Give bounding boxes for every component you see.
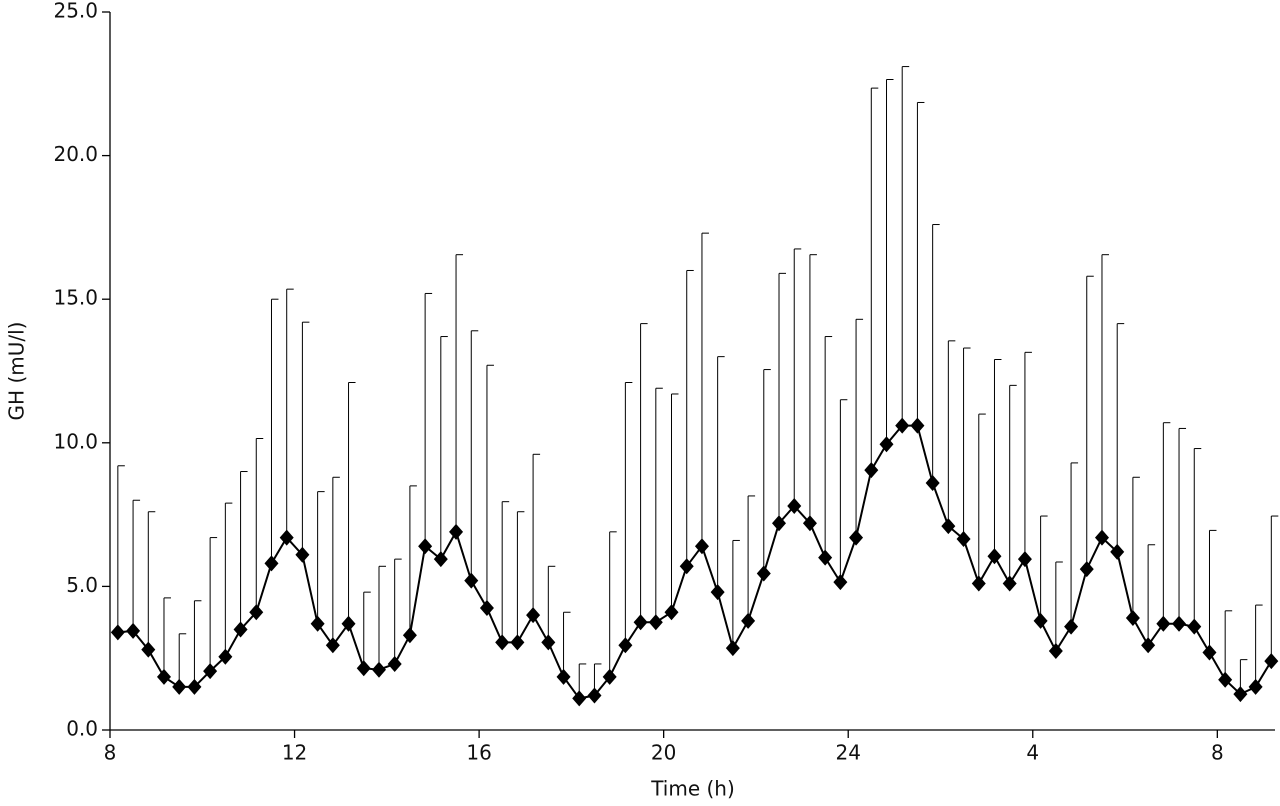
data-point bbox=[1064, 618, 1079, 635]
y-tick-label: 20.0 bbox=[53, 142, 98, 166]
data-point bbox=[679, 558, 694, 575]
data-point bbox=[464, 572, 479, 589]
data-point bbox=[587, 687, 602, 704]
x-tick-label: 12 bbox=[282, 741, 307, 765]
x-tick-label: 24 bbox=[835, 741, 860, 765]
data-point bbox=[371, 661, 386, 678]
data-point bbox=[910, 417, 925, 434]
data-point bbox=[895, 417, 910, 434]
x-tick-label: 8 bbox=[1211, 741, 1224, 765]
y-tick-label: 5.0 bbox=[66, 573, 98, 597]
data-point bbox=[787, 497, 802, 514]
data-point bbox=[756, 565, 771, 582]
data-point bbox=[126, 622, 141, 639]
data-point bbox=[1048, 643, 1063, 660]
data-point bbox=[864, 462, 879, 479]
y-tick-label: 15.0 bbox=[53, 286, 98, 310]
data-point bbox=[1110, 543, 1125, 560]
data-point bbox=[203, 663, 218, 680]
data-point bbox=[1002, 575, 1017, 592]
data-point bbox=[1172, 615, 1187, 632]
data-point bbox=[418, 538, 433, 555]
x-tick-label: 20 bbox=[651, 741, 676, 765]
x-axis-label: Time (h) bbox=[650, 777, 735, 801]
data-point bbox=[941, 518, 956, 535]
data-point bbox=[526, 607, 541, 624]
data-point bbox=[156, 668, 171, 685]
data-point bbox=[233, 621, 248, 638]
data-point bbox=[556, 668, 571, 685]
data-point bbox=[1079, 561, 1094, 578]
data-point bbox=[694, 538, 709, 555]
data-point bbox=[1233, 686, 1248, 703]
data-point bbox=[572, 690, 587, 707]
data-point bbox=[633, 614, 648, 631]
data-point bbox=[141, 641, 156, 658]
data-point bbox=[1248, 678, 1263, 695]
data-point bbox=[1125, 609, 1140, 626]
data-point bbox=[971, 575, 986, 592]
data-point bbox=[1033, 612, 1048, 629]
data-point bbox=[249, 604, 264, 621]
data-point bbox=[1141, 637, 1156, 654]
data-point bbox=[110, 624, 125, 641]
data-point bbox=[833, 574, 848, 591]
y-axis-label: GH (mU/l) bbox=[5, 322, 29, 421]
data-point bbox=[1156, 615, 1171, 632]
data-point bbox=[710, 584, 725, 601]
data-point bbox=[1218, 671, 1233, 688]
x-tick-label: 8 bbox=[104, 741, 117, 765]
data-point bbox=[664, 604, 679, 621]
data-line bbox=[117, 424, 1273, 700]
data-point bbox=[449, 523, 464, 540]
data-point bbox=[849, 529, 864, 546]
data-point bbox=[310, 615, 325, 632]
data-point bbox=[741, 612, 756, 629]
y-tick-label: 0.0 bbox=[66, 717, 98, 741]
data-point bbox=[387, 655, 402, 672]
data-point bbox=[1187, 618, 1202, 635]
data-point bbox=[1202, 644, 1217, 661]
data-point bbox=[510, 634, 525, 651]
data-point bbox=[433, 551, 448, 568]
y-tick-label: 25.0 bbox=[53, 0, 98, 23]
data-point bbox=[879, 436, 894, 453]
data-point bbox=[356, 660, 371, 677]
data-point bbox=[541, 634, 556, 651]
data-point bbox=[987, 548, 1002, 565]
data-point bbox=[925, 475, 940, 492]
data-point bbox=[264, 555, 279, 572]
data-point bbox=[648, 614, 663, 631]
data-point bbox=[341, 615, 356, 632]
data-point bbox=[725, 640, 740, 657]
data-point bbox=[1017, 551, 1032, 568]
data-point bbox=[402, 627, 417, 644]
data-point bbox=[479, 599, 494, 616]
x-tick-label: 16 bbox=[466, 741, 491, 765]
data-point bbox=[218, 648, 233, 665]
y-tick-label: 10.0 bbox=[53, 429, 98, 453]
data-point bbox=[172, 678, 187, 695]
data-point bbox=[618, 637, 633, 654]
data-point bbox=[187, 678, 202, 695]
data-point bbox=[495, 634, 510, 651]
data-point bbox=[802, 515, 817, 532]
data-point bbox=[279, 529, 294, 546]
data-point bbox=[818, 549, 833, 566]
data-point bbox=[602, 668, 617, 685]
data-point bbox=[295, 546, 310, 563]
data-point bbox=[325, 637, 340, 654]
x-tick-label: 4 bbox=[1026, 741, 1039, 765]
data-point bbox=[772, 515, 787, 532]
data-point bbox=[1264, 653, 1279, 670]
data-point bbox=[1094, 529, 1109, 546]
data-point bbox=[956, 531, 971, 548]
